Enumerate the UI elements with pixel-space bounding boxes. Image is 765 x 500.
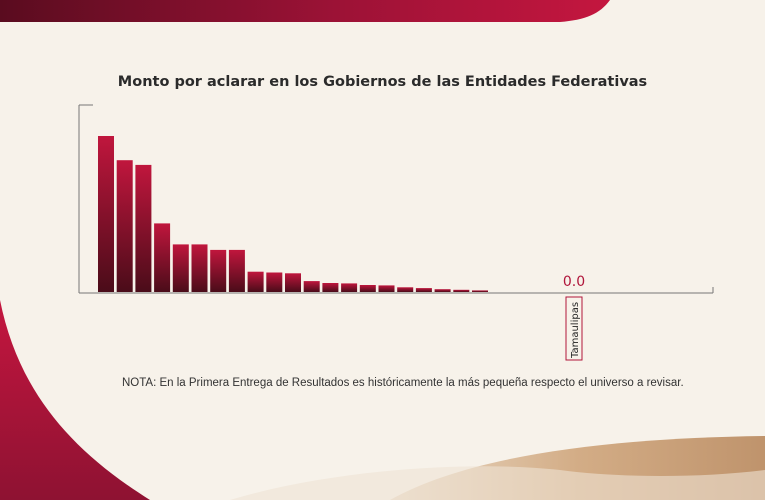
bar-series: [98, 136, 488, 292]
top-red-band: [0, 0, 610, 22]
bar: [135, 164, 152, 292]
bar: [247, 271, 264, 292]
bar: [359, 285, 376, 292]
bar: [415, 288, 432, 292]
bar: [397, 287, 414, 292]
bar: [228, 249, 245, 292]
bar: [154, 223, 171, 292]
bar: [341, 283, 358, 292]
highlight-category-box: [565, 296, 583, 361]
bar: [434, 289, 451, 292]
bar: [266, 272, 283, 292]
bar: [172, 244, 189, 292]
bar: [285, 273, 301, 292]
bar: [453, 289, 470, 292]
y-axis: [78, 104, 93, 293]
highlight-value-label: 0.0: [563, 274, 585, 290]
bar: [322, 283, 339, 292]
x-axis: [79, 287, 714, 294]
bar: [472, 290, 488, 292]
highlight-group: 0.0 Tamaulipas: [563, 274, 585, 361]
bar: [98, 136, 114, 292]
bottom-light-wave: [230, 466, 765, 500]
bar: [303, 281, 320, 292]
bar: [210, 249, 227, 292]
left-red-curve: [0, 300, 150, 500]
bar: [378, 285, 395, 292]
highlight-category-label: Tamaulipas: [570, 302, 581, 359]
chart-title: Monto por aclarar en los Gobiernos de la…: [117, 74, 648, 90]
bar: [116, 160, 133, 292]
bar: [191, 244, 208, 292]
footnote: NOTA: En la Primera Entrega de Resultado…: [122, 377, 684, 389]
